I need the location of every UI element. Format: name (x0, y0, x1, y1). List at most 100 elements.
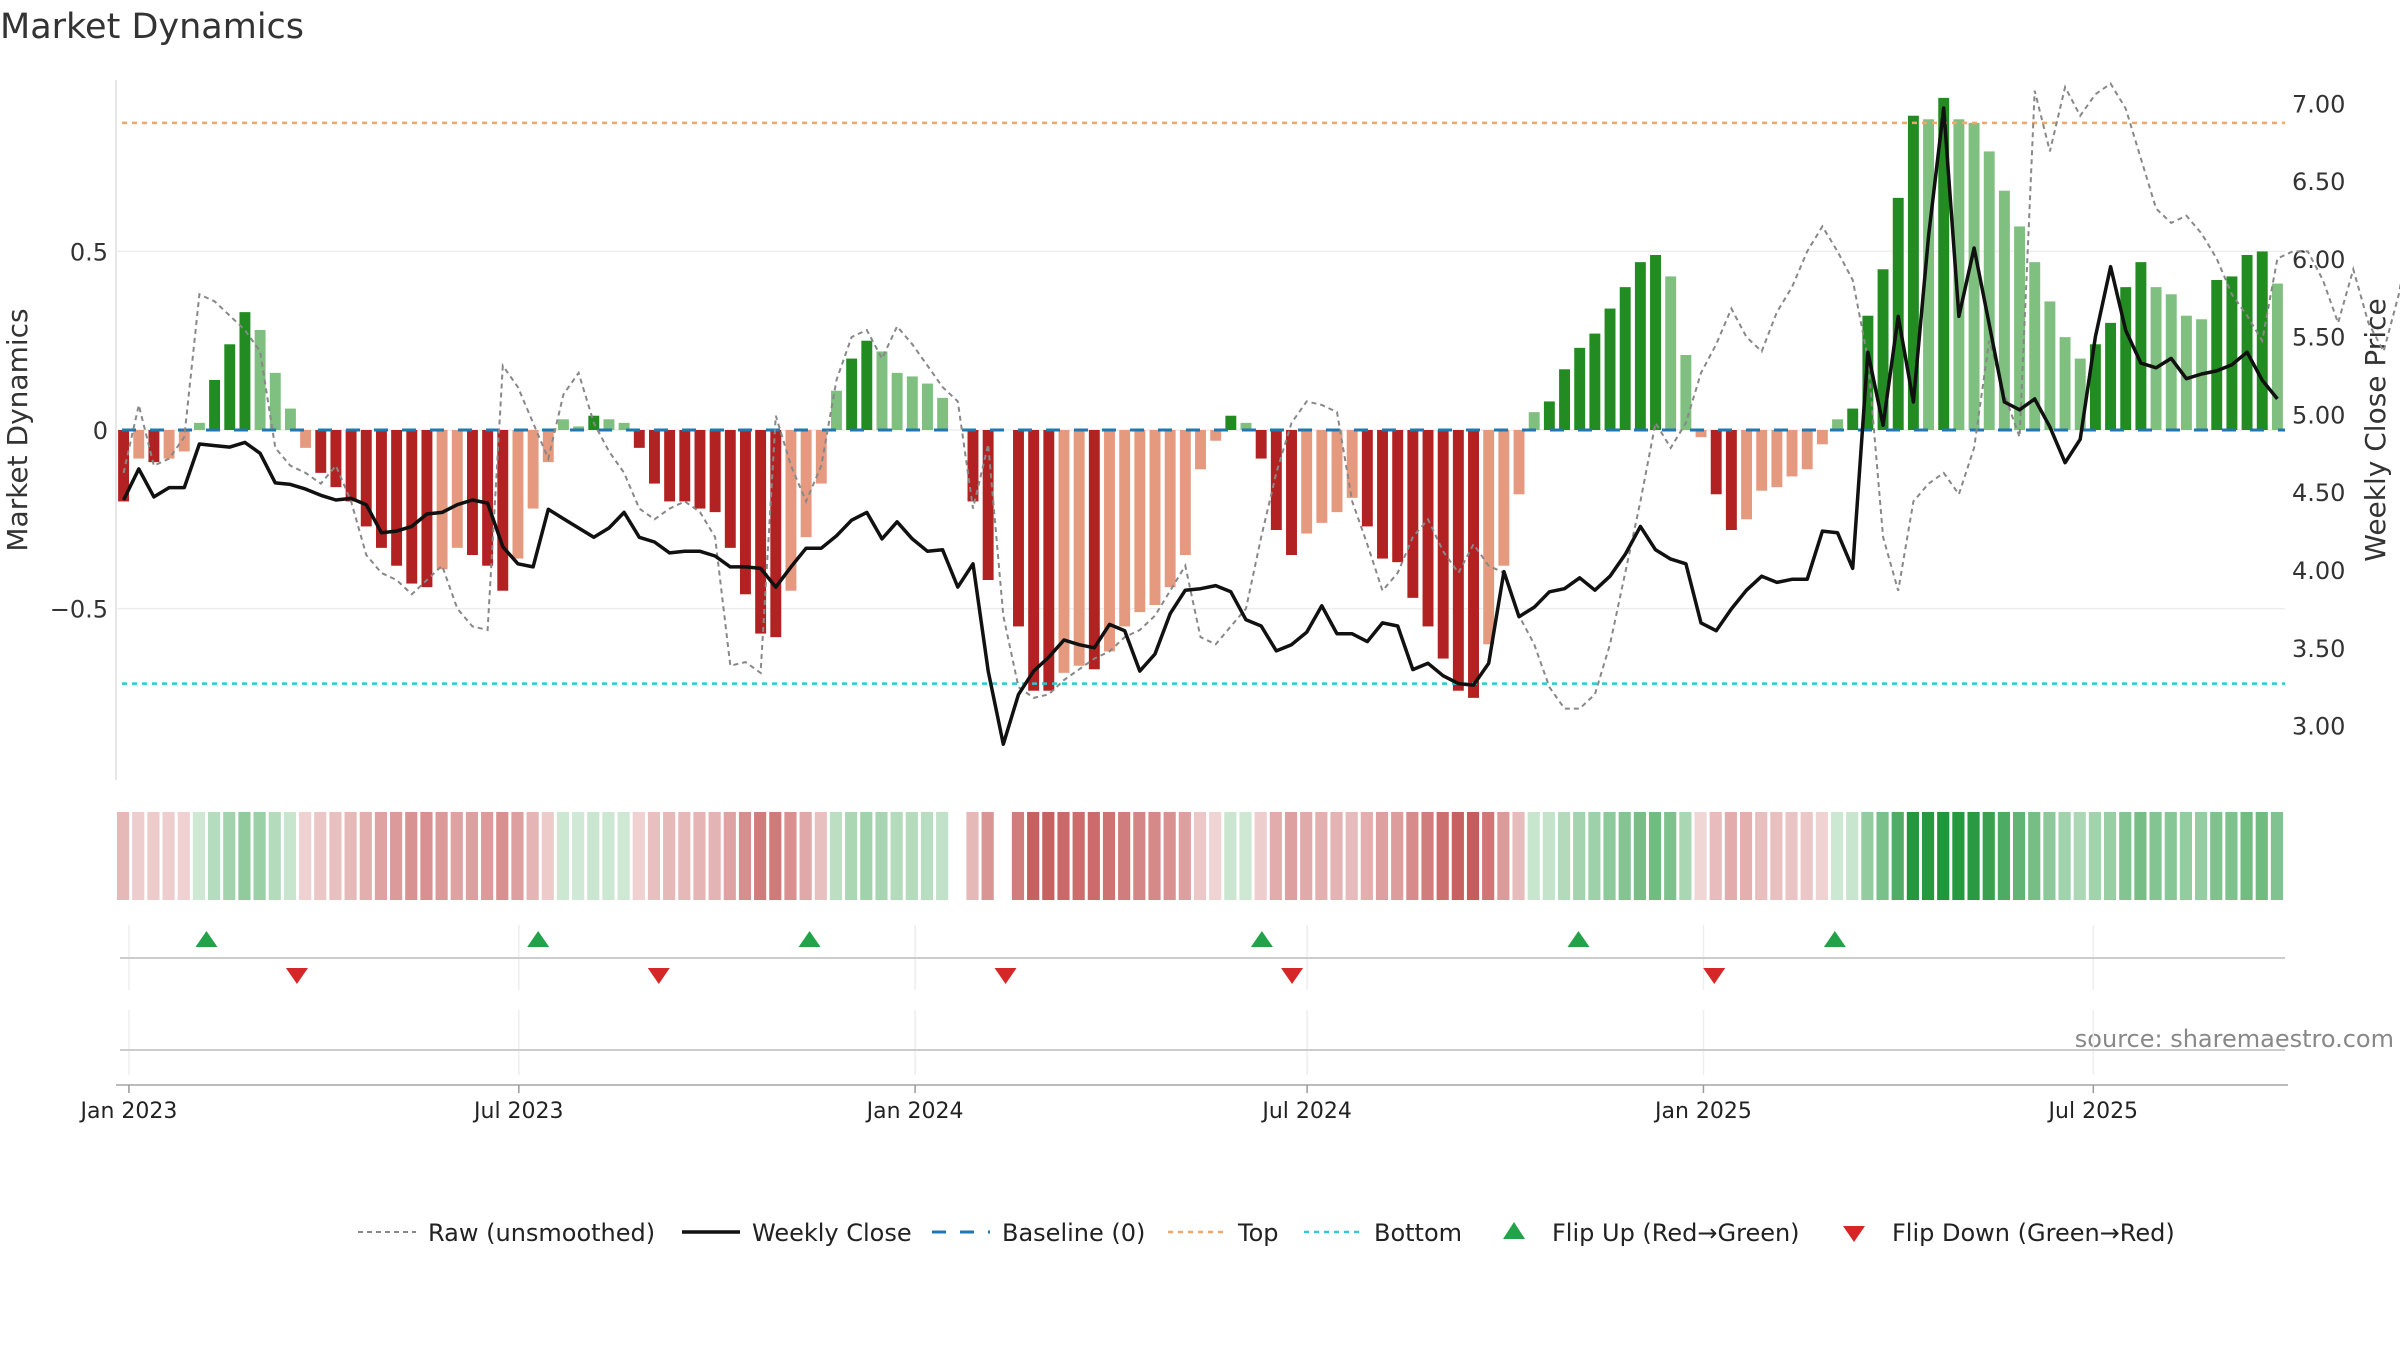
regime-cell (2088, 812, 2101, 900)
regime-cell (1982, 812, 1995, 900)
market-dynamics-bar (1286, 430, 1297, 555)
market-dynamics-bar (1088, 430, 1100, 670)
regime-cell (966, 812, 979, 900)
market-dynamics-bar (451, 430, 463, 548)
x-tick-label: Jan 2023 (78, 1099, 177, 1124)
market-dynamics-bar (1392, 430, 1404, 563)
right-tick-label: 5.50 (2292, 324, 2345, 352)
regime-cell (602, 812, 615, 900)
market-dynamics-bar (2211, 280, 2223, 430)
market-dynamics-bar (906, 376, 918, 430)
weekly-close-line (122, 106, 2279, 746)
regime-cell (359, 812, 372, 900)
regime-cell (208, 812, 221, 900)
regime-cell (1603, 812, 1616, 900)
regime-cell (299, 812, 312, 900)
regime-cell (192, 812, 206, 900)
regime-cell (2270, 812, 2283, 900)
legend-swatch-flip-down (1843, 1226, 1865, 1242)
main-panel: 0.5 0 −0.5 7.00 6.50 6.00 5.50 5.00 4.50 4.00 3.50… (50, 80, 2400, 780)
market-dynamics-bar (2150, 287, 2162, 430)
regime-cell (253, 812, 266, 900)
market-dynamics-bar (2089, 344, 2101, 430)
regime-cell (875, 812, 888, 900)
regime-cell (162, 812, 175, 900)
regime-cell (617, 812, 630, 900)
regime-cell (2225, 812, 2238, 900)
market-dynamics-bar (2014, 226, 2026, 430)
regime-cell (147, 812, 160, 900)
regime-cell (2028, 812, 2041, 900)
regime-cell (1497, 812, 1510, 900)
market-dynamics-bar (148, 430, 160, 463)
regime-cell (2043, 812, 2056, 900)
regime-cell (314, 812, 327, 900)
regime-cell (374, 812, 388, 900)
regime-cell (1921, 812, 1935, 900)
regime-cell (981, 812, 994, 900)
regime-cell (1527, 812, 1540, 900)
regime-cell (572, 812, 585, 900)
regime-cell (2073, 812, 2086, 900)
regime-cell (344, 812, 357, 900)
market-dynamics-bar (497, 430, 509, 591)
regime-cell (1876, 812, 1889, 900)
flip-up-marker (1567, 931, 1590, 947)
market-dynamics-bar (1270, 430, 1282, 530)
market-dynamics-bar (1877, 269, 1889, 430)
market-dynamics-bar (1210, 430, 1222, 441)
legend: Raw (unsmoothed) Weekly Close Baseline (0)… (358, 1219, 2175, 1247)
market-dynamics-bar (664, 430, 676, 502)
regime-cell (708, 812, 721, 900)
regime-cell (1648, 812, 1662, 900)
regime-cell (799, 812, 812, 900)
regime-cell (2012, 812, 2026, 900)
market-dynamics-bar (861, 340, 873, 430)
market-dynamics-bar (1786, 430, 1798, 477)
regime-cell (2119, 812, 2132, 900)
regime-cell (268, 812, 281, 900)
regime-cell (2179, 812, 2192, 900)
market-dynamics-bar (1589, 333, 1601, 430)
market-dynamics-bar (633, 430, 645, 448)
market-dynamics-bar (1407, 430, 1419, 598)
x-axis: Jan 2023 Jul 2023 Jan 2024 Jul 2024 Jan 2025… (78, 1084, 2288, 1124)
regime-cell (1239, 812, 1252, 900)
regime-cell (1906, 812, 1919, 900)
market-dynamics-bar (527, 430, 539, 509)
regime-cell (920, 812, 934, 900)
regime-cell (2058, 812, 2071, 900)
market-dynamics-bar (1998, 190, 2010, 430)
market-dynamics-bar (1377, 430, 1388, 559)
x-tick-label: Jan 2025 (1653, 1099, 1752, 1124)
market-dynamics-bar (770, 430, 782, 638)
market-dynamics-bar (284, 408, 296, 430)
market-dynamics-bar (1756, 430, 1768, 491)
regime-cell (829, 812, 843, 900)
market-dynamics-bar (1255, 430, 1267, 459)
regime-cell (1057, 812, 1070, 900)
regime-cell (2194, 812, 2208, 900)
market-dynamics-bar (694, 430, 706, 509)
regime-cell (496, 812, 509, 900)
regime-cell (936, 812, 949, 900)
regime-cell (117, 812, 130, 900)
market-dynamics-bar (831, 390, 842, 430)
regime-cell (2149, 812, 2162, 900)
regime-cell (1830, 812, 1844, 900)
market-dynamics-bar (557, 419, 569, 430)
regime-cell (1360, 812, 1373, 900)
market-dynamics-bar (345, 430, 357, 502)
regime-cell (450, 812, 463, 900)
market-dynamics-bar (239, 312, 251, 430)
market-dynamics-bar (1801, 430, 1813, 470)
market-dynamics-bar (1665, 276, 1677, 430)
market-dynamics-bar (648, 430, 660, 484)
x-tick-label: Jul 2024 (1260, 1099, 1352, 1124)
regime-cell (1937, 812, 1950, 900)
market-dynamics-bar (724, 430, 736, 548)
source-label: source: sharemaestro.com (2075, 1025, 2394, 1053)
regime-cell (1330, 812, 1343, 900)
regime-cell (769, 812, 782, 900)
